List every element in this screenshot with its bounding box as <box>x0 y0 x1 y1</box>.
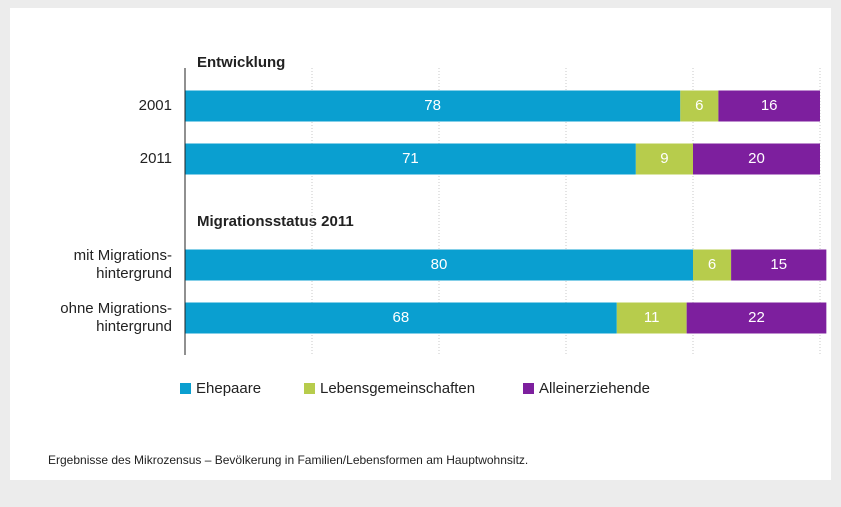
legend-swatch <box>304 383 315 394</box>
data-label: 15 <box>770 256 787 273</box>
y-tick-label: ohne Migrations-hintergrund <box>60 300 172 335</box>
group-heading: Migrationsstatus 2011 <box>197 213 354 230</box>
bar-segment <box>185 143 636 175</box>
bar-segment <box>185 302 617 334</box>
legend-label: Ehepaare <box>196 380 261 397</box>
data-label: 22 <box>748 309 765 326</box>
footnote: Ergebnisse des Mikrozensus – Bevölkerung… <box>48 453 528 467</box>
bar-segment <box>731 249 827 281</box>
data-label: 16 <box>761 97 778 114</box>
y-tick-label: 2011 <box>140 150 172 167</box>
data-label: 71 <box>402 150 419 167</box>
legend-label: Alleinerziehende <box>539 380 650 397</box>
panel <box>10 8 831 480</box>
data-label: 9 <box>660 150 668 167</box>
bar-segment <box>693 143 820 175</box>
bar-segment <box>185 249 693 281</box>
data-label: 6 <box>695 97 703 114</box>
bar-segment <box>616 302 687 334</box>
y-tick-label: mit Migrations-hintergrund <box>74 247 172 282</box>
data-label: 80 <box>431 256 448 273</box>
data-label: 78 <box>424 97 441 114</box>
data-label: 11 <box>644 309 660 326</box>
bar-segment <box>185 90 681 122</box>
legend-swatch <box>523 383 534 394</box>
bar-segment <box>686 302 827 334</box>
legend-label: Lebensgemeinschaften <box>320 380 475 397</box>
data-label: 68 <box>393 309 410 326</box>
bar-segment <box>635 143 693 175</box>
bar-segment <box>693 249 732 281</box>
bar-segment <box>718 90 820 122</box>
data-label: 20 <box>748 150 765 167</box>
bar-segment <box>680 90 719 122</box>
legend-swatch <box>180 383 191 394</box>
y-tick-label: 2001 <box>139 97 172 114</box>
group-heading: Entwicklung <box>197 54 285 71</box>
data-label: 6 <box>708 256 716 273</box>
